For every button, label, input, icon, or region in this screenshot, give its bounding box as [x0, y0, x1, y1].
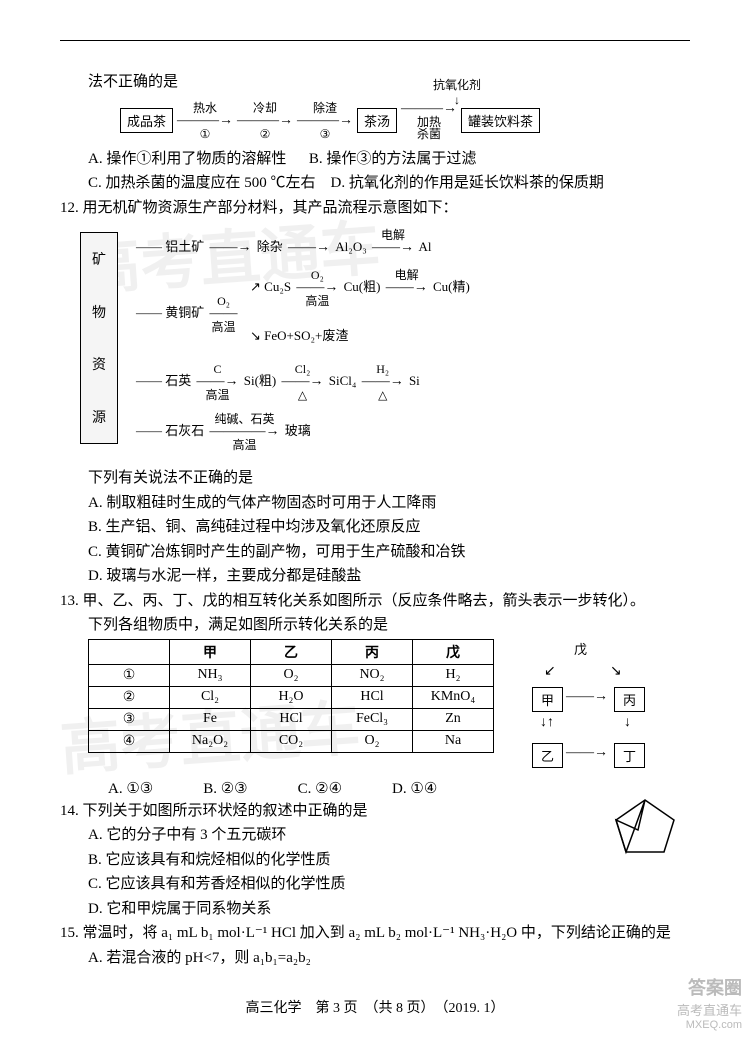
q15-stem: 15. 常温时，将 a₁ mL b₁ mol·L⁻¹ HCl 加入到 a₂ mL…	[60, 922, 690, 945]
q14-stem: 14. 下列关于如图所示环状烃的叙述中正确的是	[60, 800, 690, 823]
q11-option-A: A. 操作①利用了物质的溶解性 B. 操作③的方法属于过滤	[60, 148, 690, 171]
res-line-cu-branch: ↗ Cu₂S O₂——→高温 Cu(粗) 电解——→ Cu(精)	[250, 269, 470, 307]
top-rule	[60, 40, 690, 41]
q14-option-B: B. 它应该具有和烷烃相似的化学性质	[60, 849, 690, 872]
flow-node: 罐装饮料茶	[461, 108, 540, 133]
oxidant-label: 抗氧化剂	[433, 78, 481, 92]
q13-stem-1: 13. 甲、乙、丙、丁、戊的相互转化关系如图所示（反应条件略去，箭头表示一步转化…	[60, 590, 690, 613]
q13-options: A. ①③ B. ②③ C. ②④ D. ①④	[108, 779, 690, 798]
table-row: ② Cl₂ H₂O HCl KMnO₄	[89, 686, 494, 708]
q12-follow: 下列有关说法不正确的是	[60, 467, 690, 490]
table-row: ① NH₃ O₂ NO₂ H₂	[89, 664, 494, 686]
graph-arrow: ↘	[610, 663, 622, 680]
flow-node: 成品茶	[120, 108, 173, 133]
q14-option-D: D. 它和甲烷属于同系物关系	[60, 898, 690, 921]
res-line-feo-branch: ↘ FeO+SO₂+废渣	[250, 325, 348, 344]
graph-arrow: ↙	[544, 663, 556, 680]
q13-option-B: B. ②③	[203, 779, 247, 798]
q13-graph: 戊 甲 丙 乙 丁 ↙ ↘ ——→ ↓↑ ↓ ——→	[514, 639, 664, 779]
q13-table: 甲 乙 丙 戊 ① NH₃ O₂ NO₂ H₂ ② Cl₂ H₂O HCl KM…	[88, 639, 494, 753]
q12-option-A: A. 制取粗硅时生成的气体产物固态时可用于人工降雨	[60, 492, 690, 515]
res-line-glass: —— 石灰石 纯碱、石英————→高温 玻璃	[136, 413, 311, 451]
flow-arrow: 热水 ———→ ①	[177, 102, 233, 140]
q14-option-C: C. 它应该具有和芳香烃相似的化学性质	[60, 873, 690, 896]
q12-option-C: C. 黄铜矿冶炼铜时产生的副产物，可用于生产硫酸和冶铁	[60, 541, 690, 564]
q11-option-C: C. 加热杀菌的温度应在 500 ℃左右 D. 抗氧化剂的作用是延长饮料茶的保质…	[60, 172, 690, 195]
res-line-cu: —— 黄铜矿 O₂——高温	[136, 295, 240, 333]
q14-option-A: A. 它的分子中有 3 个五元碳环	[60, 824, 690, 847]
graph-arrow: ↓	[624, 715, 631, 731]
graph-node-yi: 乙	[532, 743, 563, 768]
table-row: ④ Na₂O₂ CO₂ O₂ Na	[89, 730, 494, 752]
resource-diagram: 矿 物 资 源 —— 铝土矿 ——→ 除杂 ——→ Al₂O₃ 电解——→ Al…	[80, 227, 690, 457]
flow-node: 茶汤	[357, 108, 397, 133]
graph-node-jia: 甲	[532, 687, 563, 712]
res-line-al: —— 铝土矿 ——→ 除杂 ——→ Al₂O₃ 电解——→ Al	[136, 229, 432, 267]
graph-arrow: ↓↑	[540, 715, 554, 731]
q11-option-B: B. 操作③的方法属于过滤	[309, 151, 477, 167]
graph-node-ding: 丁	[614, 743, 645, 768]
resource-side-label: 矿 物 资 源	[80, 232, 118, 444]
page-footer: 高三化学 第 3 页 （共 8 页） （2019. 1）	[60, 997, 690, 1017]
graph-arrow: ——→	[566, 745, 608, 761]
flow-arrow: 冷却 ———→ ②	[237, 102, 293, 140]
q13-option-A: A. ①③	[108, 779, 153, 798]
pentagon-figure	[610, 796, 680, 864]
q12-stem: 12. 用无机矿物资源生产部分材料，其产品流程示意图如下：	[60, 197, 690, 220]
q11-continuation: 法不正确的是	[60, 71, 690, 94]
table-row: ③ Fe HCl FeCl₃ Zn	[89, 708, 494, 730]
q11-option-D: D. 抗氧化剂的作用是延长饮料茶的保质期	[331, 175, 604, 191]
q12-option-D: D. 玻璃与水泥一样，主要成分都是硅酸盐	[60, 565, 690, 588]
q13-option-C: C. ②④	[298, 779, 342, 798]
q13-option-D: D. ①④	[392, 779, 437, 798]
graph-node-bing: 丙	[614, 687, 645, 712]
graph-node-wu: 戊	[574, 639, 587, 658]
graph-arrow: ——→	[566, 689, 608, 705]
exam-page: 高考直通车 高考直通车 法不正确的是 抗氧化剂↓ 成品茶 热水 ———→ ① 冷…	[0, 0, 750, 1037]
q13-stem-2: 下列各组物质中，满足如图所示转化关系的是	[60, 614, 690, 637]
table-header-row: 甲 乙 丙 戊	[89, 639, 494, 664]
q11-flowchart: 抗氧化剂↓ 成品茶 热水 ———→ ① 冷却 ———→ ② 除渣 ———→ ③ …	[120, 102, 690, 140]
flow-arrow: 除渣 ———→ ③	[297, 102, 353, 140]
q12-option-B: B. 生产铝、铜、高纯硅过程中均涉及氧化还原反应	[60, 516, 690, 539]
flow-arrow: ———→ 加热 杀菌	[401, 102, 457, 140]
q13-table-and-graph: 甲 乙 丙 戊 ① NH₃ O₂ NO₂ H₂ ② Cl₂ H₂O HCl KM…	[60, 639, 690, 779]
q15-option-A: A. 若混合液的 pH<7，则 a₁b₁=a₂b₂	[60, 947, 690, 970]
corner-watermark: 答案圈 高考直通车 MXEQ.com	[677, 974, 742, 1031]
res-line-si: —— 石英 C——→高温 Si(粗) Cl₂——→△ SiCl₄ H₂——→△ …	[136, 363, 420, 401]
